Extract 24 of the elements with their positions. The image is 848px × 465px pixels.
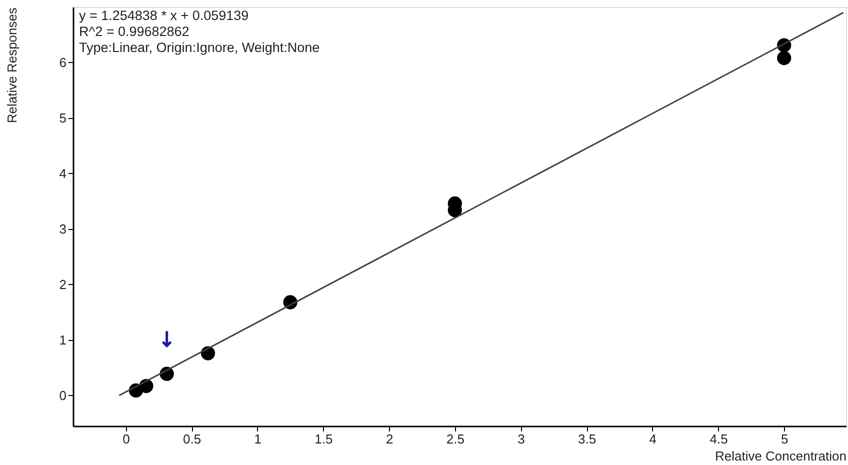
y-tick-label: 1 [59,332,66,348]
x-tick-label: 1 [254,432,262,446]
y-tick-label: 5 [59,110,66,126]
y-tick-label: 6 [59,54,66,70]
y-tick-label: 2 [59,276,66,292]
y-axis-title: Relative Responses [4,7,20,124]
x-tick-label: 4.5 [710,432,728,446]
annotation: R^2 = 0.99682862 [79,24,190,39]
y-tick-label: 0 [59,388,66,403]
annotation: y = 1.254838 * x + 0.059139 [79,8,249,23]
x-tick-label: 0 [122,432,130,446]
x-tick-label: 2 [386,432,394,446]
point [777,51,792,66]
x-tick-label: 0.5 [182,432,202,446]
y-tick-label: 3 [59,221,66,236]
x-tick-label: 1.5 [314,432,333,446]
x-tick-label: 4 [649,432,657,446]
annotation: Type:Linear, Origin:Ignore, Weight:None [79,40,320,55]
x-tick-label: 5 [780,432,788,446]
x-axis-title: Relative Concentration [714,448,846,464]
x-tick-label: 3.5 [578,432,596,446]
y-tick-label: 4 [59,166,66,181]
x-tick-label: 2.5 [446,432,464,446]
x-tick-label: 3 [518,432,525,446]
